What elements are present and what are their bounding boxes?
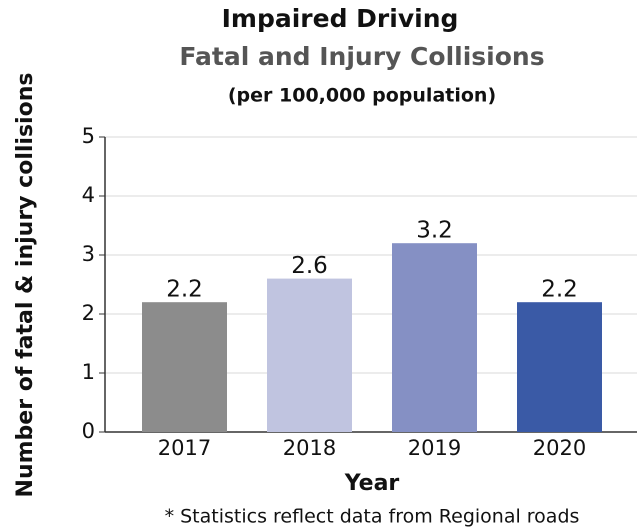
x-tick-label: 2019 <box>408 436 461 460</box>
x-axis-label: Year <box>344 471 400 496</box>
y-tick-label: 3 <box>82 242 95 266</box>
y-tick-label: 5 <box>82 124 95 148</box>
data-label: 2.2 <box>166 277 203 303</box>
chart-subtitle: Fatal and Injury Collisions <box>179 42 544 71</box>
bar <box>267 278 352 432</box>
bar <box>142 302 227 432</box>
chart-title: Impaired Driving <box>222 4 459 33</box>
y-tick-label: 0 <box>82 419 95 443</box>
chart-subtitle: (per 100,000 population) <box>228 85 496 107</box>
x-tick-label: 2018 <box>283 436 336 460</box>
y-tick-label: 1 <box>82 360 95 384</box>
data-label: 2.2 <box>541 277 578 303</box>
y-tick-label: 4 <box>82 183 95 207</box>
y-tick-label: 2 <box>82 301 95 325</box>
footnote: * Statistics reflect data from Regional … <box>165 506 580 528</box>
data-label: 2.6 <box>291 253 328 279</box>
bar <box>517 302 602 432</box>
bar <box>392 243 477 432</box>
x-tick-label: 2017 <box>158 436 211 460</box>
data-label: 3.2 <box>416 218 453 244</box>
y-axis-label: Number of fatal & injury collisions <box>13 73 38 498</box>
x-tick-label: 2020 <box>533 436 586 460</box>
